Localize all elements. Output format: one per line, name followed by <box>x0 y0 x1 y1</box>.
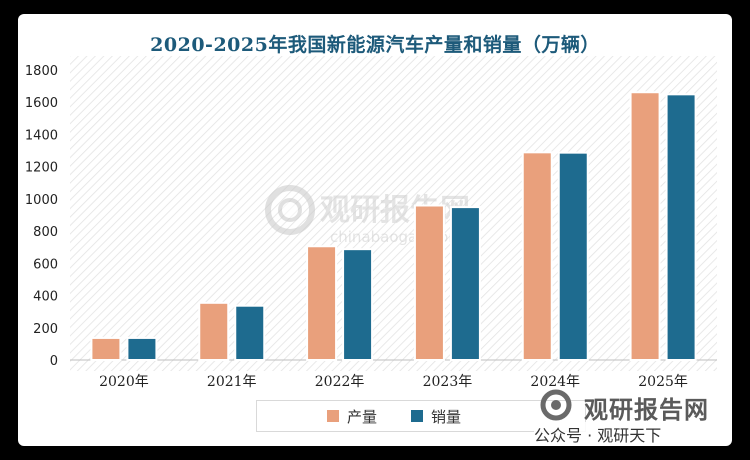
bar-production <box>198 301 230 361</box>
bar-production <box>629 91 661 361</box>
x-tick-label: 2022年 <box>315 374 365 390</box>
bar-production <box>90 336 122 361</box>
x-tick-label: 2024年 <box>530 374 580 390</box>
bar-sales <box>126 336 158 361</box>
y-tick-label: 1200 <box>25 161 58 176</box>
chart-title: 2020-2025年我国新能源汽车产量和销量（万辆） <box>150 34 600 56</box>
legend-swatch-production <box>327 410 339 422</box>
bar-sales <box>234 304 266 362</box>
bar-production <box>521 151 553 361</box>
legend-swatch-sales <box>411 410 424 422</box>
y-tick-label: 1400 <box>25 128 58 143</box>
bar-sales <box>342 248 374 361</box>
legend-label-production: 产量 <box>347 407 378 426</box>
plot-area <box>70 56 717 371</box>
x-tick-label: 2021年 <box>207 374 257 390</box>
bar-production <box>306 245 338 361</box>
y-tick-label: 600 <box>33 257 58 272</box>
x-tick-label: 2023年 <box>423 374 473 390</box>
y-tick-label: 200 <box>33 322 58 337</box>
y-tick-label: 1800 <box>25 64 58 79</box>
bars <box>90 91 697 362</box>
watermark-logo-icon <box>540 389 572 421</box>
y-axis-labels: 0 200 400 600 800 1000 1200 1400 1600 1800 <box>25 64 58 369</box>
corner-watermark-account: 公众号 · 观研天下 <box>534 422 662 446</box>
corner-watermark: 观研报告网 公众号 · 观研天下 <box>534 388 729 448</box>
y-tick-label: 400 <box>33 290 58 305</box>
watermark-brand: 观研报告网 <box>320 193 470 228</box>
x-tick-label: 2020年 <box>99 374 149 390</box>
chart-frame: 2020-2025年我国新能源汽车产量和销量（万辆） 0 200 400 600 800… <box>18 14 732 446</box>
y-tick-label: 1000 <box>25 193 58 208</box>
y-tick-label: 800 <box>33 225 58 240</box>
corner-watermark-brand: 观研报告网 <box>584 396 709 424</box>
legend-item-sales: 销量 <box>411 406 461 427</box>
bar-sales <box>665 93 697 361</box>
bar-production <box>413 204 445 361</box>
x-tick-label: 2025年 <box>638 374 688 390</box>
bar-sales <box>557 151 589 361</box>
bar-sales <box>449 206 481 361</box>
x-axis-labels: 2020年 2021年 2022年 2023年 2024年 2025年 <box>99 374 688 390</box>
legend-item-production: 产量 <box>327 406 377 427</box>
y-tick-label: 0 <box>50 354 58 369</box>
legend: 产量 销量 <box>256 400 586 432</box>
y-tick-label: 1600 <box>25 96 58 111</box>
legend-label-sales: 销量 <box>431 407 462 426</box>
